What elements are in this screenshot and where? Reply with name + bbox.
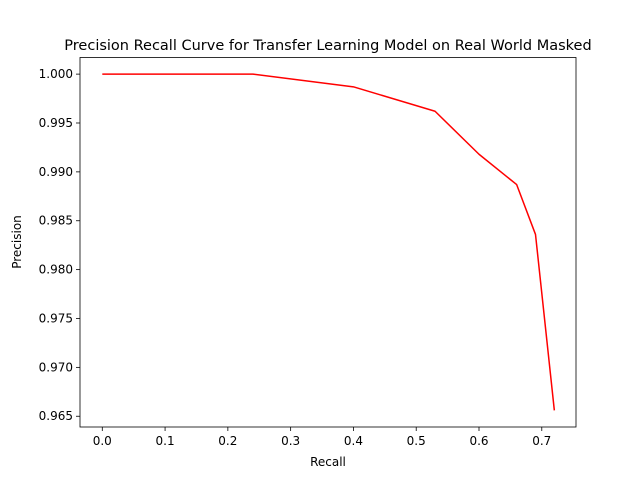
- x-tick-label: 0.5: [407, 434, 426, 448]
- x-tick-label: 0.4: [344, 434, 363, 448]
- x-tick-label: 0.7: [532, 434, 551, 448]
- y-tick-label: 0.965: [39, 409, 73, 423]
- x-axis-ticks: 0.0 0.1 0.2 0.3 0.4 0.5 0.6 0.7: [93, 427, 551, 448]
- y-tick-label: 1.000: [39, 67, 73, 81]
- chart-title: Precision Recall Curve for Transfer Lear…: [64, 38, 591, 54]
- y-axis-label: Precision: [10, 215, 24, 269]
- y-tick-label: 0.990: [39, 165, 73, 179]
- x-tick-label: 0.0: [93, 434, 112, 448]
- x-tick-label: 0.1: [156, 434, 175, 448]
- series-line: [102, 73, 556, 411]
- y-tick-label: 0.975: [39, 311, 73, 325]
- y-tick-label: 0.970: [39, 360, 73, 374]
- x-tick-label: 0.2: [218, 434, 237, 448]
- series-group: [102, 73, 556, 411]
- y-tick-label: 0.985: [39, 214, 73, 228]
- x-tick-label: 0.6: [469, 434, 488, 448]
- x-axis-label: Recall: [310, 455, 346, 469]
- plot-area: [80, 57, 576, 427]
- y-tick-label: 0.995: [39, 116, 73, 130]
- x-tick-label: 0.3: [281, 434, 300, 448]
- y-tick-label: 0.980: [39, 263, 73, 277]
- y-axis-ticks: 0.965 0.970 0.975 0.980 0.985 0.990 0.995 1.000: [39, 67, 80, 423]
- plot-frame: [79, 57, 577, 428]
